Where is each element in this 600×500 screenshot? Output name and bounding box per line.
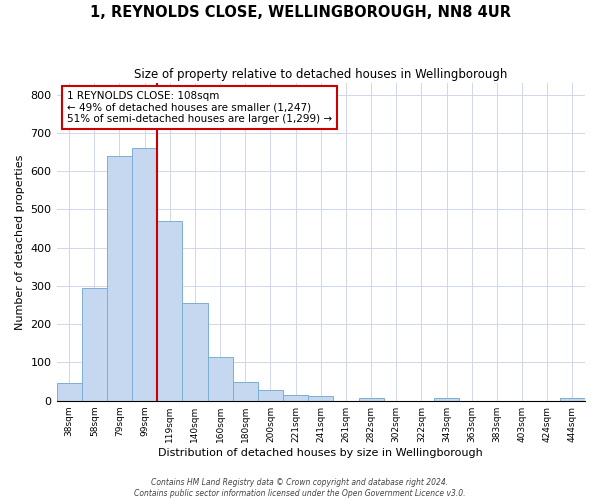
Title: Size of property relative to detached houses in Wellingborough: Size of property relative to detached ho… <box>134 68 508 80</box>
Bar <box>132 148 157 401</box>
Y-axis label: Number of detached properties: Number of detached properties <box>15 154 25 330</box>
Bar <box>107 156 132 400</box>
Bar <box>233 382 258 400</box>
Bar <box>434 398 459 400</box>
Text: 1, REYNOLDS CLOSE, WELLINGBOROUGH, NN8 4UR: 1, REYNOLDS CLOSE, WELLINGBOROUGH, NN8 4… <box>89 5 511 20</box>
Bar <box>359 398 383 400</box>
Text: Contains HM Land Registry data © Crown copyright and database right 2024.
Contai: Contains HM Land Registry data © Crown c… <box>134 478 466 498</box>
Bar <box>258 390 283 400</box>
X-axis label: Distribution of detached houses by size in Wellingborough: Distribution of detached houses by size … <box>158 448 483 458</box>
Bar <box>56 382 82 400</box>
Bar <box>308 396 334 400</box>
Bar <box>560 398 585 400</box>
Bar <box>157 221 182 400</box>
Bar <box>182 303 208 400</box>
Bar <box>283 395 308 400</box>
Bar <box>82 288 107 401</box>
Bar <box>208 356 233 401</box>
Text: 1 REYNOLDS CLOSE: 108sqm
← 49% of detached houses are smaller (1,247)
51% of sem: 1 REYNOLDS CLOSE: 108sqm ← 49% of detach… <box>67 91 332 124</box>
